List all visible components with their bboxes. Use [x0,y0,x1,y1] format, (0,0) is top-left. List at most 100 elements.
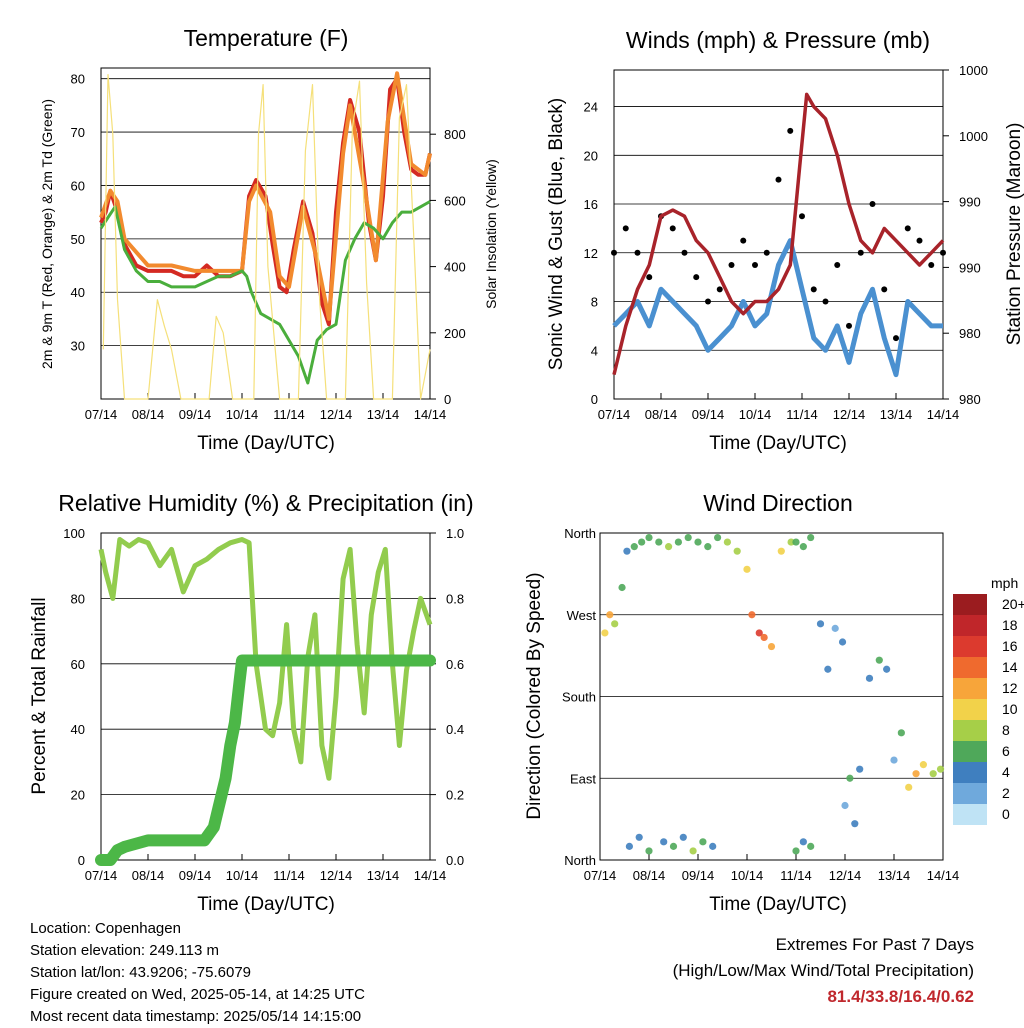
gust-point [857,249,864,256]
gust-point [634,249,641,256]
y-tick-label: 0 [78,853,85,868]
gust-point [752,261,758,268]
gust-point [716,286,723,293]
x-tick-label: 11/14 [780,868,812,883]
winds-title: Winds (mph) & Pressure (mb) [626,27,930,53]
direction-point [816,620,825,628]
direction-point [912,770,920,778]
direction-point [890,756,898,764]
latlon-text: Station lat/lon: 43.9206; -75.6079 [30,964,252,981]
colorbar-label: 12 [1002,680,1018,696]
gust-point [869,201,876,208]
y2-tick-label: 0.6 [446,657,464,672]
colorbar-label: 20+ [1002,596,1024,612]
colorbar-swatch [953,594,987,615]
gust-point [799,213,805,220]
humidity-panel: Relative Humidity (%) & Precipitation (i… [29,490,474,915]
gust-point [775,176,782,183]
series-sonic-wind [612,238,943,378]
direction-point [638,538,646,546]
recent-timestamp-text: Most recent data timestamp: 2025/05/14 1… [30,1008,362,1025]
speed-colorbar: mph 20+ 18 16 14 12 10 8 6 4 2 0 [953,575,1024,825]
humidity-title: Relative Humidity (%) & Precipitation (i… [58,490,473,516]
extremes-values: 81.4/33.8/16.4/0.62 [827,987,974,1006]
winds-ylabel-right: Station Pressure (Maroon) [1004,123,1024,346]
direction-point [660,838,668,846]
y2-tick-label: 990 [959,260,981,275]
direction-point [760,633,768,642]
direction-point [929,770,937,778]
direction-point [799,543,807,551]
humidity-frame [100,532,431,861]
x-tick-label: 09/14 [682,868,715,883]
x-tick-label: 14/14 [927,407,960,422]
series-relative-humidity [98,537,433,781]
direction-point [905,783,913,791]
direction-point [851,820,859,828]
y2-tick-label: 1000 [959,63,988,78]
direction-point [655,538,663,546]
direction-point [807,533,815,542]
y-tick-label: 4 [591,343,598,358]
extremes-box: Extremes For Past 7 Days (High/Low/Max W… [673,932,974,1010]
x-tick-label: 10/14 [226,407,259,422]
temperature-xlabel: Time (Day/UTC) [197,433,335,454]
colorbar-swatch [953,762,987,783]
x-tick-label: 08/14 [645,407,678,422]
y2-tick-label: 1000 [959,129,988,144]
direction-point [733,547,741,555]
y-tick-label: 0 [591,392,598,407]
y-tick-label: 20 [71,788,85,803]
direction-point [807,842,815,850]
x-tick-label: 12/14 [320,407,353,422]
gust-point [763,249,770,256]
x-tick-label: 13/14 [367,868,400,883]
gust-point [834,261,841,268]
y2-tick-label: 400 [444,260,466,275]
colorbar-label: 4 [1002,764,1010,780]
gust-point [881,286,888,293]
direction-point [875,656,883,664]
x-tick-label: 13/14 [878,868,911,883]
humidity-xlabel: Time (Day/UTC) [197,894,335,915]
direction-point [831,624,839,632]
y-tick-label: 8 [591,295,598,310]
gust-point [705,298,711,305]
gust-point [728,261,735,268]
colorbar-label: 16 [1002,638,1018,654]
y-tick-label: 100 [63,526,85,541]
direction-title: Wind Direction [703,490,853,516]
temperature-ylabel-left: 2m & 9m T (Red, Orange) & 2m Td (Green) [39,99,55,369]
y-tick-label: 40 [71,285,85,300]
direction-point [674,538,683,546]
gust-point [646,274,653,281]
elevation-text: Station elevation: 249.113 m [30,942,220,959]
x-tick-label: 12/14 [320,868,353,883]
x-tick-label: 08/14 [633,868,666,883]
direction-point [704,543,712,551]
series-solar-insolation [102,74,431,400]
y2-tick-label: 990 [959,195,981,210]
y-tick-label: 12 [584,246,598,261]
humidity-ylabel-left: Percent & Total Rainfall [29,597,50,794]
direction-point [799,838,807,846]
gust-point [822,298,829,305]
location-text: Location: Copenhagen [30,920,181,937]
series-gust [611,127,946,342]
y2-tick-label: 600 [444,193,466,208]
y-tick-label: East [570,771,596,786]
direction-point [714,533,722,542]
direction-point [936,765,945,773]
gust-point [940,249,946,256]
direction-panel: Wind Direction Time (Day/UTC) North East Sou… [524,490,1024,915]
x-tick-label: 14/14 [414,407,447,422]
temperature-title: Temperature (F) [184,25,349,51]
gust-point [810,286,817,293]
y-tick-label: 60 [71,178,85,193]
x-tick-label: 11/14 [273,407,305,422]
direction-xlabel: Time (Day/UTC) [709,894,847,915]
y2-tick-label: 800 [444,127,466,142]
direction-point [665,543,673,551]
series-2m-td [99,200,431,385]
